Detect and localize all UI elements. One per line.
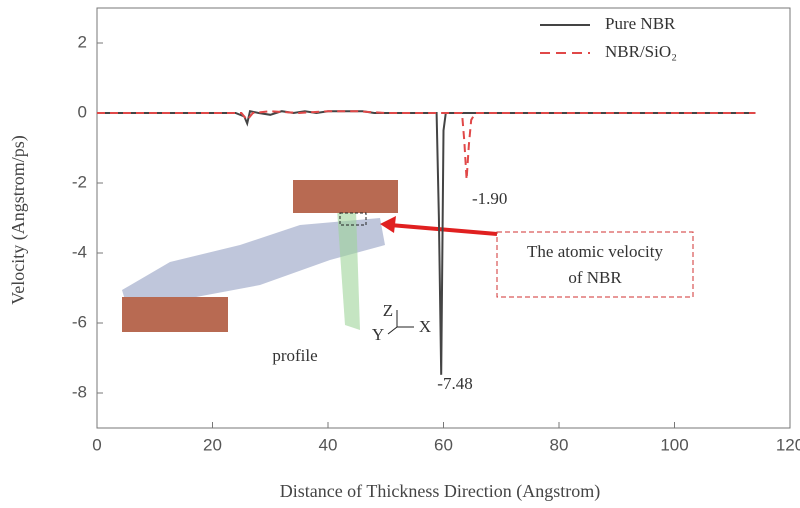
annotation: profile [272,346,317,365]
axis-glyph [387,326,398,335]
x-axis-title: Distance of Thickness Direction (Angstro… [280,481,601,502]
x-tick-label: 120 [776,435,800,454]
annotation: Z [383,301,393,320]
y-tick-label: 0 [78,102,87,121]
region-box [339,212,367,226]
y-tick-label: -4 [72,242,87,261]
x-tick-label: 60 [434,435,453,454]
annotation: X [419,317,431,336]
slab [293,180,398,213]
x-tick-label: 100 [660,435,688,454]
y-axis-title: Velocity (Angstrom/ps) [8,135,29,304]
profile-band [335,180,360,330]
slab [122,297,228,332]
illustration [122,180,694,335]
legend-label: Pure NBR [605,14,676,33]
annotation: The atomic velocity [527,242,663,261]
annotation: -1.90 [472,189,507,208]
x-tick-label: 80 [550,435,569,454]
arrow-head [380,216,396,233]
series-line [97,110,756,180]
legend-label: NBR/SiO₂ [605,42,677,61]
y-tick-label: -8 [72,382,87,401]
x-tick-label: 0 [92,435,101,454]
annotation: Y [372,325,384,344]
y-tick-label: 2 [78,32,87,51]
polymer-chain [122,218,385,300]
x-tick-label: 40 [319,435,338,454]
annotation: -7.48 [437,374,472,393]
annotation: of NBR [568,268,622,287]
y-tick-label: -2 [72,172,87,191]
y-tick-label: -6 [72,312,87,331]
callout-box [496,231,694,298]
x-tick-label: 20 [203,435,222,454]
